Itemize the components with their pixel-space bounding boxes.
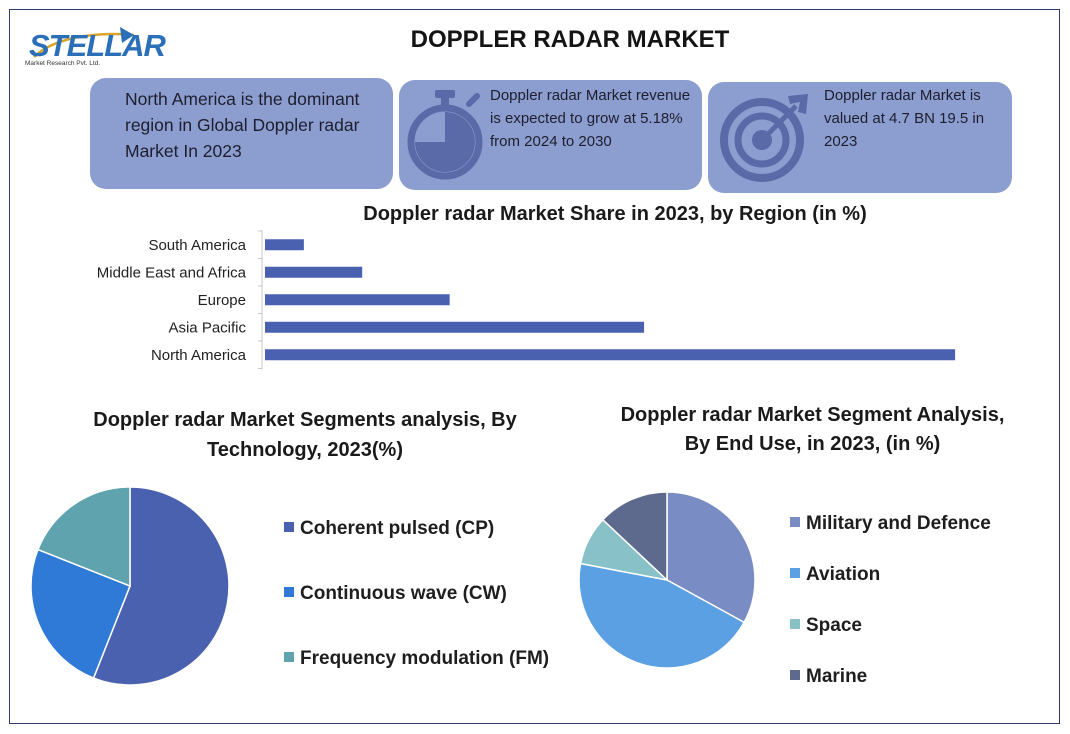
card-growth: Doppler radar Market revenue is expected…	[399, 80, 702, 190]
bar	[265, 266, 363, 278]
legend-label: Marine	[806, 666, 868, 687]
legend-item: Frequency modulation (FM)	[284, 648, 549, 670]
legend-label: Coherent pulsed (CP)	[300, 518, 495, 539]
logo-swoosh	[33, 27, 135, 58]
bar	[265, 239, 304, 251]
legend-label: Frequency modulation (FM)	[300, 648, 550, 669]
bar-category-label: South America	[148, 237, 246, 254]
legend-swatch	[790, 619, 800, 629]
region-bar-chart: South America Middle East and Africa Europ…	[97, 230, 956, 370]
page-title: DOPPLER RADAR MARKET	[410, 26, 730, 53]
card-dominant-region-text: North America is the dominant region in …	[125, 89, 360, 161]
legend-label: Space	[806, 615, 862, 636]
pie-slice	[30, 548, 131, 680]
pie-slice	[578, 562, 746, 669]
technology-pie-title: Doppler radar Market Segments analysis, …	[93, 409, 517, 461]
stopwatch-icon	[407, 90, 483, 180]
legend-label: Aviation	[806, 564, 881, 585]
legend-swatch	[284, 652, 294, 662]
card-growth-text: Doppler radar Market revenue is expected…	[490, 87, 691, 150]
pie-slice	[666, 491, 756, 624]
legend-swatch	[284, 587, 294, 597]
legend-item: Continuous wave (CW)	[284, 583, 507, 605]
card-market-value-text: Doppler radar Market is valued at 4.7 BN…	[824, 87, 985, 150]
legend-swatch	[790, 517, 800, 527]
bar	[265, 349, 956, 361]
card-market-value: Doppler radar Market is valued at 4.7 BN…	[708, 82, 1012, 193]
logo: STELLAR Market Research Pvt. Ltd.	[22, 17, 166, 73]
pie-slice	[92, 486, 230, 686]
bar	[265, 321, 645, 333]
bar-category-label: Middle East and Africa	[97, 264, 247, 281]
bar-chart-title: Doppler radar Market Share in 2023, by R…	[363, 203, 867, 225]
legend-item: Military and Defence	[790, 513, 991, 535]
card-dominant-region: North America is the dominant region in …	[90, 78, 393, 189]
bar-category-label: Europe	[198, 292, 246, 309]
legend-swatch	[790, 670, 800, 680]
end-use-pie-title: Doppler radar Market Segment Analysis, B…	[620, 404, 1005, 455]
logo-word: STELLAR	[29, 28, 166, 63]
legend-item: Coherent pulsed (CP)	[284, 518, 494, 540]
technology-pie-chart	[30, 486, 230, 686]
bar-category-label: North America	[151, 347, 247, 364]
legend-swatch	[284, 522, 294, 532]
end-use-pie-chart	[578, 491, 756, 669]
legend-label: Continuous wave (CW)	[300, 583, 507, 604]
bar-category-label: Asia Pacific	[168, 319, 246, 336]
logo-subtitle: Market Research Pvt. Ltd.	[25, 60, 101, 67]
pie-slice	[36, 486, 131, 588]
legend-label: Military and Defence	[806, 513, 991, 534]
legend-item: Space	[790, 615, 862, 637]
target-icon	[720, 94, 808, 182]
infographic-frame	[9, 9, 1060, 724]
legend-item: Marine	[790, 666, 867, 688]
bar	[265, 294, 450, 306]
legend-item: Aviation	[790, 564, 880, 586]
legend-swatch	[790, 568, 800, 578]
pie-slice	[601, 491, 668, 582]
